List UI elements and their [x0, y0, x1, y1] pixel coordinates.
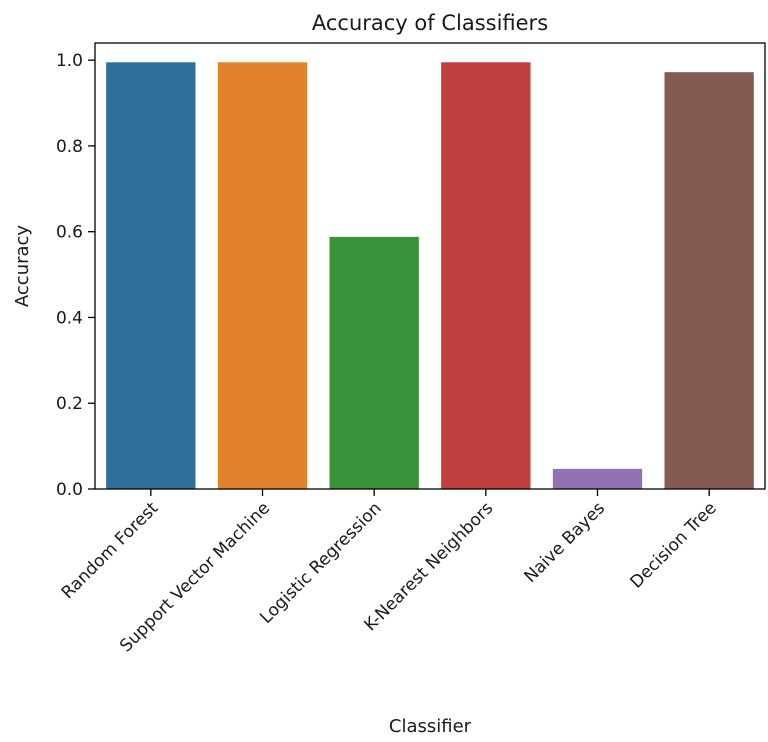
- bar-k-nearest-neighbors: [441, 62, 531, 490]
- y-axis-title: Accuracy: [12, 225, 33, 308]
- x-tick-label: Decision Tree: [627, 498, 721, 592]
- x-tick-label: K-Nearest Neighbors: [360, 498, 497, 635]
- y-tick-label: 0.8: [56, 137, 83, 157]
- x-tick-label: Naive Bayes: [520, 498, 609, 587]
- x-tick-label: Logistic Regression: [256, 498, 385, 627]
- bar-logistic-regression: [329, 236, 419, 489]
- bar-random-forest: [106, 62, 196, 490]
- x-tick-label: Random Forest: [58, 498, 163, 603]
- bar-support-vector-machine: [217, 62, 308, 490]
- y-tick-label: 0.0: [56, 480, 83, 500]
- bars-group: [106, 62, 754, 490]
- y-tick-label: 0.4: [56, 308, 83, 328]
- y-axis: 0.0 0.2 0.4 0.6 0.8 1.0: [56, 51, 95, 500]
- bar-naive-bayes: [552, 468, 643, 489]
- bar-decision-tree: [664, 72, 754, 490]
- chart-title: Accuracy of Classifiers: [312, 11, 548, 35]
- y-tick-label: 0.6: [56, 223, 83, 243]
- plot-frame: [94, 42, 766, 490]
- y-tick-label: 1.0: [56, 51, 83, 71]
- x-axis-title: Classifier: [389, 716, 472, 737]
- y-tick-label: 0.2: [56, 394, 83, 414]
